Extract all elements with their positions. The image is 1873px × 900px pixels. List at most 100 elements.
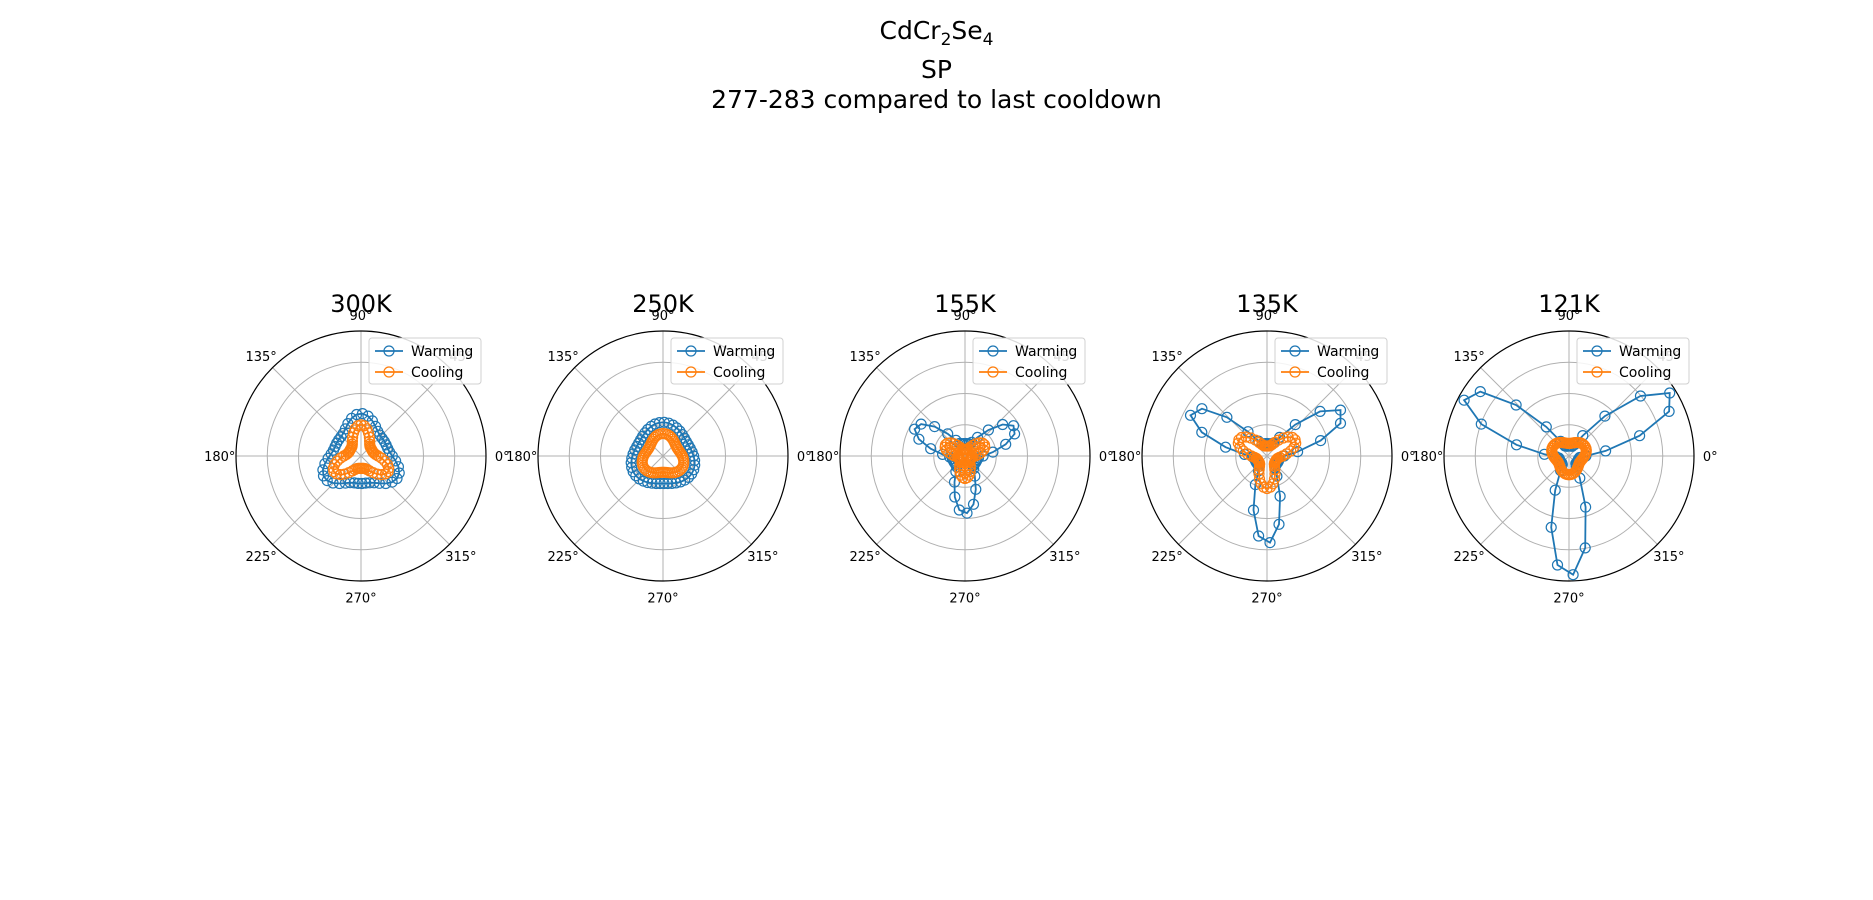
subplot-title: 135K <box>1236 290 1299 318</box>
data-point-warming <box>1334 417 1347 429</box>
data-point-warming <box>1510 399 1522 411</box>
polar-chart-3: 0°45°90°135°180°225°270°315°135KWarmingC… <box>1110 290 1416 606</box>
polar-chart-2: 0°45°90°135°180°225°270°315°155KWarmingC… <box>808 290 1114 606</box>
angle-tick-label: 315° <box>445 550 476 565</box>
figure-title-line2: SP <box>921 55 952 84</box>
radial-gridline <box>870 361 1060 551</box>
figure-title: CdCr2Se4 SP 277-283 compared to last coo… <box>0 16 1873 115</box>
data-point-warming <box>949 491 961 503</box>
data-point-warming <box>970 483 982 495</box>
series-line-warming <box>1189 407 1342 544</box>
data-point-warming <box>1249 479 1262 491</box>
data-point-warming <box>663 417 675 429</box>
data-point-cooling <box>1253 460 1266 472</box>
polar-frame <box>1443 330 1695 582</box>
data-point-warming <box>637 475 650 487</box>
legend-marker-warming <box>1289 345 1301 357</box>
data-point-cooling <box>1234 441 1246 453</box>
data-point-cooling <box>1577 451 1590 464</box>
data-point-warming <box>339 477 351 489</box>
data-point-warming <box>1633 430 1646 442</box>
angle-tick-label: 0° <box>1703 450 1718 465</box>
legend-label-cooling: Cooling <box>1619 365 1671 381</box>
angle-tick-label: 270° <box>949 591 980 606</box>
data-point-warming <box>908 423 921 435</box>
angle-tick-label: 90° <box>651 309 674 324</box>
angle-tick-label: 0° <box>1401 450 1416 465</box>
formula-part: Se <box>951 16 983 45</box>
data-point-cooling <box>1289 434 1301 446</box>
legend-label-cooling: Cooling <box>1015 365 1067 381</box>
data-point-warming <box>1264 536 1276 549</box>
legend-marker-cooling <box>383 366 395 378</box>
radial-gridline <box>568 361 758 551</box>
data-point-warming <box>1540 421 1552 433</box>
subplot-title: 300K <box>330 290 393 318</box>
legend-label-cooling: Cooling <box>713 365 765 381</box>
legend: Warming Cooling <box>368 337 482 385</box>
angle-tick-label: 90° <box>1557 309 1580 324</box>
angle-tick-label: 225° <box>547 550 578 565</box>
data-point-warming <box>360 477 372 489</box>
polar-frame <box>235 330 487 582</box>
subplot-title: 155K <box>934 290 997 318</box>
data-point-cooling <box>677 452 689 464</box>
polar-chart-1: 0°45°90°135°180°225°270°315°250KWarmingC… <box>506 290 812 606</box>
data-point-warming <box>1184 409 1197 421</box>
polar-chart-4: 0°45°90°135°180°225°270°315°121KWarmingC… <box>1412 290 1718 606</box>
data-point-cooling <box>363 431 375 443</box>
data-point-warming <box>1567 569 1579 581</box>
data-point-cooling <box>1271 453 1283 465</box>
series-line-warming <box>321 412 401 485</box>
angle-tick-label: 270° <box>1251 591 1282 606</box>
data-point-warming <box>658 477 670 490</box>
data-point-warming <box>1334 404 1347 416</box>
angle-tick-label: 180° <box>1110 450 1141 465</box>
radial-gridline <box>1172 361 1362 551</box>
legend-label-warming: Warming <box>1619 344 1681 360</box>
data-point-warming <box>1007 420 1020 432</box>
legend-marker-warming <box>383 345 395 357</box>
data-point-warming <box>953 504 965 516</box>
data-point-warming <box>961 507 973 519</box>
angle-tick-label: 90° <box>953 309 976 324</box>
data-point-warming <box>626 452 638 464</box>
data-point-warming <box>1252 530 1265 542</box>
data-point-warming <box>674 425 686 437</box>
data-point-warming <box>1579 501 1592 513</box>
angle-tick-label: 0° <box>797 450 812 465</box>
angle-tick-label: 315° <box>1653 550 1684 565</box>
radial-gridline <box>1506 393 1632 519</box>
data-point-warming <box>356 408 369 420</box>
legend: Warming Cooling <box>972 337 1086 385</box>
angle-tick-label: 315° <box>1049 550 1080 565</box>
data-point-cooling <box>1576 453 1589 465</box>
data-point-warming <box>1219 441 1232 453</box>
angle-tick-label: 270° <box>1553 591 1584 606</box>
formula-subscript: 2 <box>940 30 952 50</box>
angle-tick-label: 180° <box>808 450 839 465</box>
data-point-cooling <box>1575 454 1588 466</box>
data-point-warming <box>1196 403 1208 415</box>
angle-tick-label: 180° <box>1412 450 1443 465</box>
data-point-warming <box>1510 439 1523 451</box>
angle-tick-label: 90° <box>349 309 372 324</box>
legend-marker-warming <box>685 345 697 357</box>
series-line-warming <box>630 421 696 485</box>
data-point-cooling <box>376 469 388 481</box>
data-point-warming <box>317 464 329 476</box>
data-point-cooling <box>1285 445 1297 457</box>
data-point-cooling <box>379 455 391 467</box>
data-point-warming <box>1221 411 1233 423</box>
data-point-warming <box>393 467 405 479</box>
data-point-warming <box>1458 394 1470 406</box>
data-point-warming <box>967 498 980 510</box>
formula-subscript: 4 <box>982 30 994 50</box>
radial-gridline <box>266 361 456 551</box>
data-point-cooling <box>978 439 991 451</box>
angle-tick-label: 135° <box>1453 350 1484 365</box>
polar-frame <box>537 330 789 582</box>
data-point-cooling <box>1245 432 1257 444</box>
angle-tick-label: 135° <box>547 350 578 365</box>
